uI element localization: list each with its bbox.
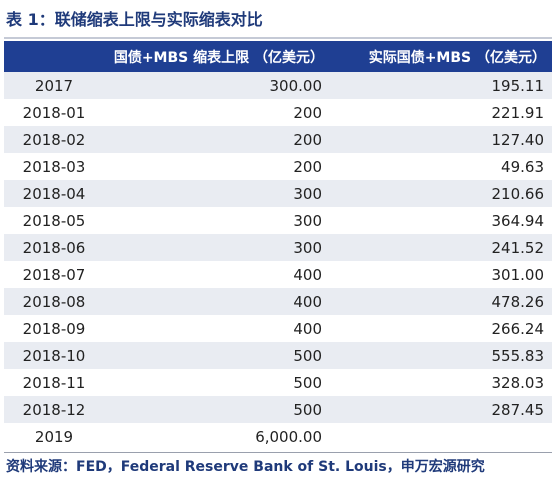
actual-cell: 328.03 bbox=[330, 369, 552, 396]
table-row: 2018-03 200 49.63 bbox=[4, 153, 552, 180]
period-cell: 2018-03 bbox=[4, 153, 104, 180]
actual-cell: 266.24 bbox=[330, 315, 552, 342]
actual-cell: 241.52 bbox=[330, 234, 552, 261]
cap-cell: 300.00 bbox=[104, 72, 330, 99]
actual-cell: 49.63 bbox=[330, 153, 552, 180]
cap-cell: 500 bbox=[104, 342, 330, 369]
cap-cell: 300 bbox=[104, 207, 330, 234]
footer-divider bbox=[4, 452, 552, 453]
table-row: 2018-02 200 127.40 bbox=[4, 126, 552, 153]
cap-cell: 200 bbox=[104, 126, 330, 153]
cap-cell: 500 bbox=[104, 369, 330, 396]
period-cell: 2018-01 bbox=[4, 99, 104, 126]
period-cell: 2018-07 bbox=[4, 261, 104, 288]
actual-cell: 301.00 bbox=[330, 261, 552, 288]
actual-cell: 221.91 bbox=[330, 99, 552, 126]
table-row: 2018-04 300 210.66 bbox=[4, 180, 552, 207]
column-header-actual: 实际国债+MBS （亿美元） bbox=[330, 41, 552, 72]
actual-cell bbox=[330, 423, 552, 450]
cap-cell: 500 bbox=[104, 396, 330, 423]
cap-cell: 400 bbox=[104, 288, 330, 315]
table-row: 2017 300.00 195.11 bbox=[4, 72, 552, 99]
cap-cell: 6,000.00 bbox=[104, 423, 330, 450]
period-cell: 2018-08 bbox=[4, 288, 104, 315]
table-row: 2018-10 500 555.83 bbox=[4, 342, 552, 369]
cap-cell: 200 bbox=[104, 99, 330, 126]
cap-cell: 400 bbox=[104, 315, 330, 342]
actual-cell: 127.40 bbox=[330, 126, 552, 153]
title-divider bbox=[4, 37, 552, 39]
table-row: 2019 6,000.00 bbox=[4, 423, 552, 450]
period-cell: 2018-11 bbox=[4, 369, 104, 396]
actual-cell: 195.11 bbox=[330, 72, 552, 99]
table-title: 表 1：联储缩表上限与实际缩表对比 bbox=[6, 10, 263, 29]
column-header-period bbox=[4, 41, 104, 72]
actual-cell: 210.66 bbox=[330, 180, 552, 207]
period-cell: 2018-04 bbox=[4, 180, 104, 207]
table-row: 2018-09 400 266.24 bbox=[4, 315, 552, 342]
actual-cell: 555.83 bbox=[330, 342, 552, 369]
data-table: 国债+MBS 缩表上限 （亿美元） 实际国债+MBS （亿美元） 2017 300… bbox=[4, 41, 552, 450]
cap-cell: 300 bbox=[104, 180, 330, 207]
period-cell: 2017 bbox=[4, 72, 104, 99]
period-cell: 2018-06 bbox=[4, 234, 104, 261]
actual-cell: 364.94 bbox=[330, 207, 552, 234]
period-cell: 2018-02 bbox=[4, 126, 104, 153]
period-cell: 2018-10 bbox=[4, 342, 104, 369]
period-cell: 2018-05 bbox=[4, 207, 104, 234]
period-cell: 2018-09 bbox=[4, 315, 104, 342]
period-cell: 2019 bbox=[4, 423, 104, 450]
table-row: 2018-05 300 364.94 bbox=[4, 207, 552, 234]
table-header-row: 国债+MBS 缩表上限 （亿美元） 实际国债+MBS （亿美元） bbox=[4, 41, 552, 72]
period-cell: 2018-12 bbox=[4, 396, 104, 423]
actual-cell: 287.45 bbox=[330, 396, 552, 423]
source-note: 资料来源：FED，Federal Reserve Bank of St. Lou… bbox=[6, 459, 485, 475]
cap-cell: 400 bbox=[104, 261, 330, 288]
table-row: 2018-01 200 221.91 bbox=[4, 99, 552, 126]
cap-cell: 200 bbox=[104, 153, 330, 180]
table-row: 2018-06 300 241.52 bbox=[4, 234, 552, 261]
column-header-cap: 国债+MBS 缩表上限 （亿美元） bbox=[104, 41, 330, 72]
table-row: 2018-08 400 478.26 bbox=[4, 288, 552, 315]
actual-cell: 478.26 bbox=[330, 288, 552, 315]
table-row: 2018-11 500 328.03 bbox=[4, 369, 552, 396]
table-row: 2018-12 500 287.45 bbox=[4, 396, 552, 423]
cap-cell: 300 bbox=[104, 234, 330, 261]
table-row: 2018-07 400 301.00 bbox=[4, 261, 552, 288]
